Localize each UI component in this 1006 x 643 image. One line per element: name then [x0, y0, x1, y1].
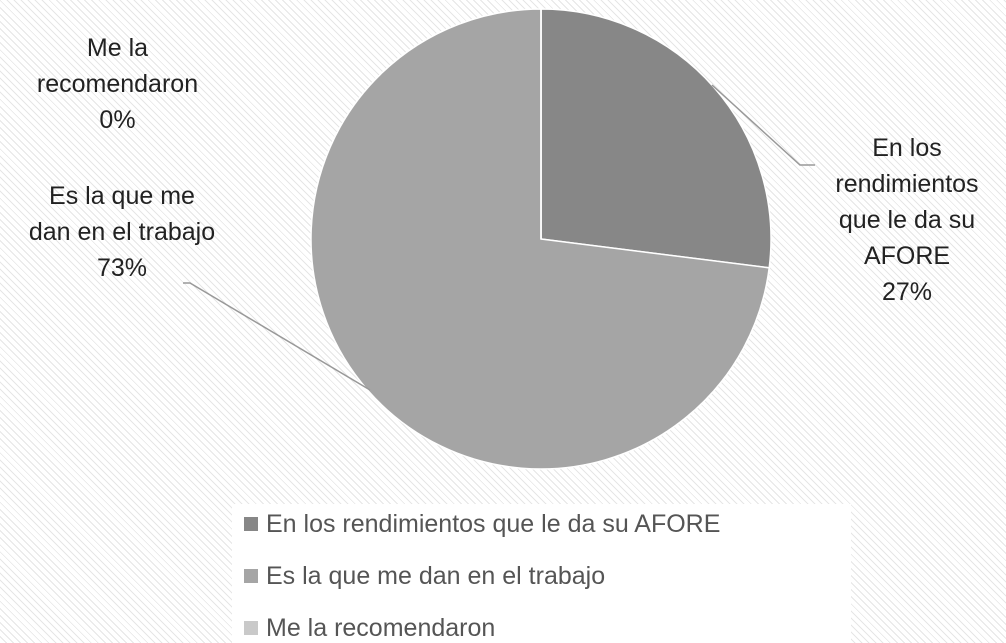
data-label: Me la recomendaron 0% — [15, 30, 220, 138]
leader-line — [711, 84, 815, 166]
legend-swatch — [244, 569, 258, 583]
data-label-category: Es la que me dan en el trabajo — [28, 182, 216, 246]
data-label: Es la que me dan en el trabajo 73% — [27, 178, 217, 286]
data-label-category: En los rendimientos que le da su AFORE — [835, 134, 979, 270]
legend-label: Me la recomendaron — [266, 614, 496, 642]
pie — [310, 8, 772, 470]
data-label-value: 27% — [881, 278, 933, 306]
data-label-value: 73% — [96, 254, 148, 282]
leader-line — [183, 282, 371, 391]
data-label: En los rendimientos que le da su AFORE 2… — [812, 130, 1002, 310]
pie-slice — [540, 8, 772, 269]
pie-slice — [310, 8, 771, 470]
legend-label: En los rendimientos que le da su AFORE — [266, 510, 721, 538]
data-label-category: Me la recomendaron — [36, 34, 199, 98]
legend: En los rendimientos que le da su AFORE E… — [232, 504, 851, 643]
legend-item: Me la recomendaron — [244, 614, 495, 643]
legend-swatch — [244, 517, 258, 531]
legend-label: Es la que me dan en el trabajo — [266, 562, 606, 590]
legend-item: En los rendimientos que le da su AFORE — [244, 510, 720, 539]
data-label-value: 0% — [99, 106, 136, 134]
legend-swatch — [244, 621, 258, 635]
legend-item: Es la que me dan en el trabajo — [244, 562, 605, 591]
